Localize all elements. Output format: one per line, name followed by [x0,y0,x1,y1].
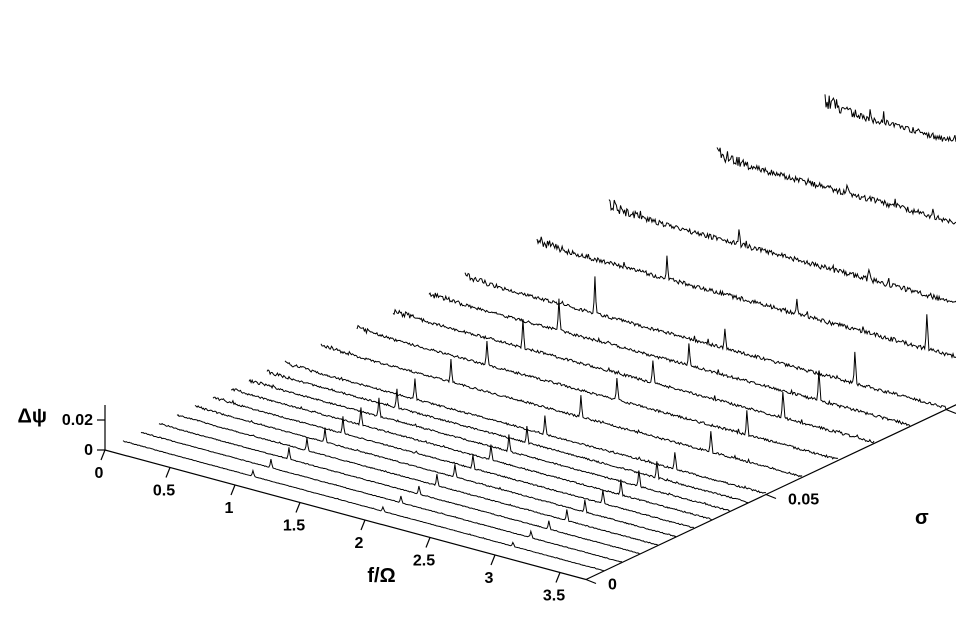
spectrum-trace [825,94,956,237]
x-tick [296,503,300,513]
y-tick [586,580,596,584]
spectrum-trace [177,415,658,545]
spectrum-trace [465,273,946,409]
spectrum-trace [717,147,956,289]
spectrum-trace [285,361,766,493]
x-tick [491,555,495,565]
y-tick [766,495,776,499]
z-axis-label: Δψ [18,406,47,428]
spectrum-trace [609,200,956,341]
x-tick-label: 3.5 [543,588,565,605]
y-tick-label: 0 [608,577,617,594]
axes: 00.511.522.533.500.050.10.150.200.02 [62,223,956,605]
spectrum-trace [195,405,676,536]
spectrum-trace [357,326,838,459]
x-tick [166,468,170,478]
spectrum-trace [429,293,910,426]
x-tick-label: 0.5 [153,483,175,500]
spectrum-trace [141,432,622,562]
x-tick [361,520,365,530]
y-tick [946,410,956,414]
z-tick-label: 0.02 [62,412,93,429]
spectrum-trace [159,424,640,554]
x-tick [101,450,105,460]
x-tick-label: 1 [225,500,234,517]
x-tick [556,573,560,583]
spectrum-trace [213,397,694,527]
spectrum-trace [321,344,802,477]
y-axis-line [586,223,956,580]
spectrum-trace [249,380,730,511]
x-tick-label: 1.5 [283,518,305,535]
spectra-traces [123,94,956,570]
spectrum-trace [123,441,604,571]
waterfall-3d-chart: 00.511.522.533.500.050.10.150.200.02 f/Ω… [0,0,956,628]
x-tick-label: 2.5 [413,553,435,570]
x-axis-label: f/Ω [367,565,395,587]
z-tick-label: 0 [84,442,93,459]
x-tick-label: 3 [485,570,494,587]
x-tick [231,485,235,495]
spectrum-trace [231,389,712,520]
x-tick-label: 2 [355,535,364,552]
spectrum-trace [393,310,874,443]
x-tick [426,538,430,548]
x-tick-label: 0 [95,465,104,482]
spectrum-trace [537,237,956,375]
y-axis-label: σ [915,507,929,529]
x-axis-line [105,450,586,580]
y-tick-label: 0.05 [788,492,819,509]
